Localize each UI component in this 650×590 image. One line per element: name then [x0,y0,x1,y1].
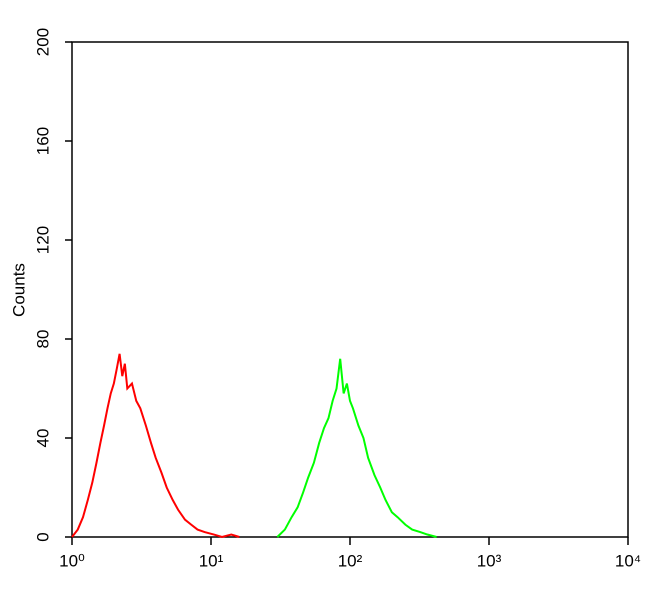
x-tick-label: 10¹ [199,551,224,570]
x-tick-label: 10⁴ [615,551,641,570]
y-tick-label: 80 [33,330,52,349]
x-tick-label: 10³ [477,551,502,570]
y-axis-label: Counts [9,263,28,317]
x-tick-label: 10² [338,551,363,570]
y-tick-label: 160 [33,127,52,155]
y-tick-label: 40 [33,429,52,448]
plot-frame [71,41,629,538]
y-tick-label: 120 [33,226,52,254]
histogram-line [276,358,437,538]
y-tick-label: 0 [33,532,52,541]
histogram-line [71,353,240,539]
y-tick-label: 200 [33,28,52,56]
x-tick-label: 10⁰ [59,551,85,570]
